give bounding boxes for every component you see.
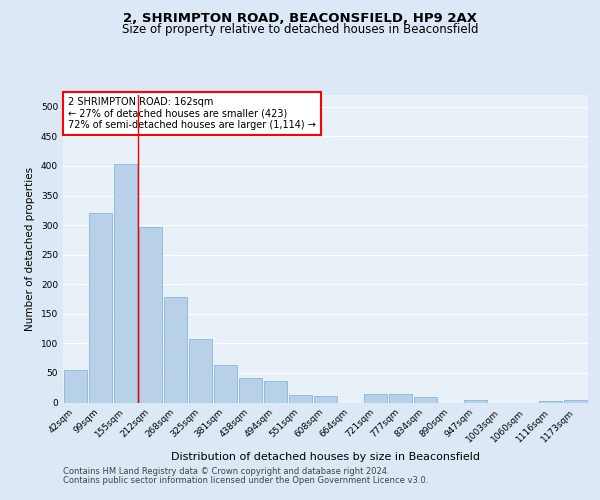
Bar	[264, 380, 287, 402]
Bar	[214, 365, 237, 403]
Text: Size of property relative to detached houses in Beaconsfield: Size of property relative to detached ho…	[122, 22, 478, 36]
Bar	[139, 227, 162, 402]
Bar	[189, 339, 212, 402]
Bar	[314, 396, 337, 402]
Bar	[414, 397, 437, 402]
Bar	[389, 394, 412, 402]
Text: 2 SHRIMPTON ROAD: 162sqm
← 27% of detached houses are smaller (423)
72% of semi-: 2 SHRIMPTON ROAD: 162sqm ← 27% of detach…	[68, 96, 316, 130]
X-axis label: Distribution of detached houses by size in Beaconsfield: Distribution of detached houses by size …	[171, 452, 480, 462]
Text: Contains public sector information licensed under the Open Government Licence v3: Contains public sector information licen…	[63, 476, 428, 485]
Bar	[289, 396, 312, 402]
Bar	[564, 400, 587, 402]
Bar	[114, 164, 137, 402]
Text: Contains HM Land Registry data © Crown copyright and database right 2024.: Contains HM Land Registry data © Crown c…	[63, 467, 389, 476]
Text: 2, SHRIMPTON ROAD, BEACONSFIELD, HP9 2AX: 2, SHRIMPTON ROAD, BEACONSFIELD, HP9 2AX	[123, 12, 477, 26]
Bar	[164, 297, 187, 403]
Bar	[464, 400, 487, 402]
Bar	[64, 370, 87, 402]
Bar	[364, 394, 387, 402]
Bar	[89, 214, 112, 402]
Y-axis label: Number of detached properties: Number of detached properties	[25, 166, 35, 331]
Bar	[239, 378, 262, 402]
